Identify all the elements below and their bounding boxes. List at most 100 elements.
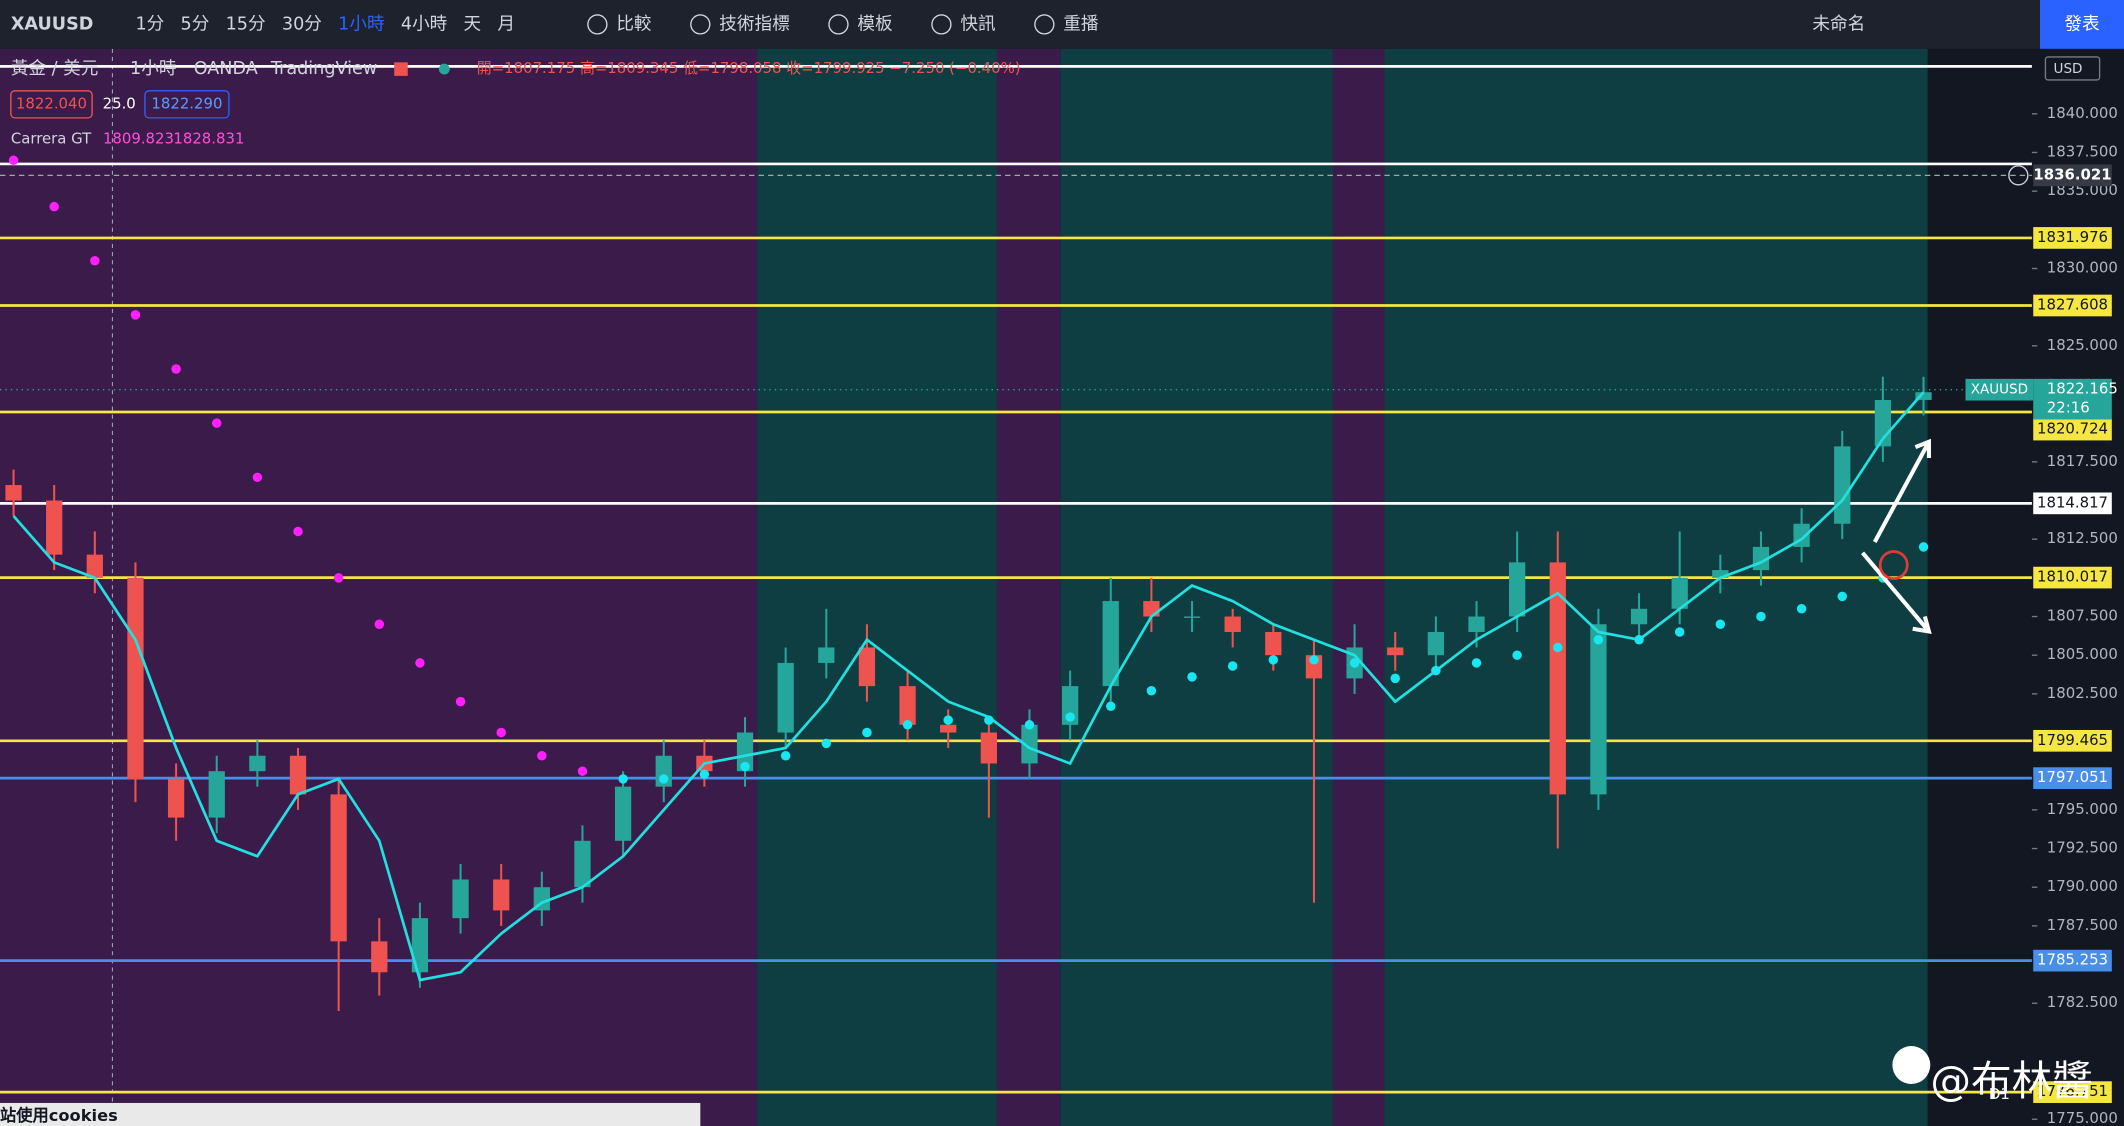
level-label-box [2033,729,2112,752]
legend-brand: TradingView [270,59,377,79]
sar-dot [1187,672,1197,682]
badge: D1 [1989,1085,2010,1103]
interval-button[interactable]: 月 [497,14,515,34]
y-tick-label: 1825.000 [2047,336,2118,354]
interval-button[interactable]: 15分 [226,14,266,34]
sar-dot [1390,673,1400,684]
sar-dot [862,727,872,738]
session-bg [996,48,1061,1126]
flag-icon [394,62,408,76]
y-tick-label: 1817.500 [2047,452,2118,470]
publish-button[interactable] [2040,0,2124,49]
interval-button[interactable]: 30分 [282,14,322,34]
layout-name[interactable]: 未命名 [1812,14,1865,34]
legend-interval: 1小時 [130,59,176,79]
interval-button[interactable]: 1小時 [338,14,384,34]
session-bg [1384,48,1928,1126]
session-bg [757,48,997,1126]
level-label: 1785.253 [2037,951,2108,969]
sar-dot [780,750,791,761]
symbol[interactable]: XAUUSD [11,14,94,34]
candle-body [1265,631,1282,656]
level-label: 1810.017 [2037,568,2108,586]
toolbar-items: XAUUSD 1分 5分 15分 30分 1小時 4小時天月 比較 技術指標 模板 快訊 重播 未命名 發… [11,0,2124,49]
sar-dot [1796,604,1807,614]
y-tick-label: 1830.000 [2047,258,2118,276]
sar-dot [49,201,59,212]
interval-button[interactable]: 5分 [181,14,210,34]
sar-dot [1065,712,1075,722]
tool-button[interactable]: 技術指標 [719,14,790,34]
value-box-text: 1822.290 [151,94,222,112]
sar-dot [1471,658,1482,668]
level-label: 1814.817 [2037,493,2108,511]
sar-dot [1634,634,1644,645]
interval-button[interactable]: 天 [464,14,482,34]
sar-dot [1309,655,1319,665]
plot [0,64,2032,1094]
candle-body [1021,724,1038,764]
sar-dot [374,619,385,629]
sar-dot [333,573,344,583]
last-price-box [1965,378,2034,401]
interval-button[interactable]: 4小時 [401,14,447,34]
sar-dot [1512,650,1522,660]
candle-body [1183,616,1201,618]
candle-body [777,662,794,733]
y-tick-label: 1807.500 [2047,607,2118,625]
candle-body [127,577,144,779]
indicator-value: 1809.823 [103,130,174,148]
sar-dot [1553,642,1563,653]
candle-body [1143,601,1160,617]
candle-body [574,840,591,888]
tool-button[interactable]: 快訊 [960,14,996,34]
crosshair-label-box [2033,164,2112,187]
tool-button[interactable]: 重播 [1063,14,1099,34]
last-price-label: 1822.165 [2047,380,2118,398]
candle-body [208,771,225,818]
indicator-name: Carrera GT [11,130,92,148]
legend: 黃金 / 美元 1小時 OANDA TradingView 開=1807.175… [10,59,1021,148]
cookie-banner [0,1102,701,1126]
publish-text[interactable]: 發表 [2064,14,2100,34]
candle-body [167,778,185,818]
y-tick-label: 1802.500 [2047,684,2118,702]
value-box [144,90,230,119]
sar-dot [1593,634,1604,645]
y-tick-label: 1782.500 [2047,993,2118,1011]
y-tick-label: 1792.500 [2047,839,2118,857]
candle-body [86,554,103,578]
sar-dot [1918,542,1929,552]
candle-body [46,500,63,555]
legend-title: 黃金 / 美元 [11,59,99,79]
sar-dot [171,364,181,374]
level-label: 1799.465 [2037,731,2108,749]
sar-dot [984,715,994,725]
watermark: @布林醬 [1930,1057,2092,1105]
level-label: 1797.051 [2037,768,2108,786]
level-label: 1820.724 [2037,420,2108,438]
sar-dot [1146,686,1157,696]
tool-button[interactable]: 模板 [857,14,893,34]
facebook-icon [1892,1046,1931,1084]
sar-dot [455,696,466,707]
candle-body [249,755,266,772]
tool-icon [931,14,952,35]
last-price-label-box [2033,378,2112,420]
interval-button[interactable]: 1分 [135,14,164,34]
sar-dot [537,750,547,761]
level-label-box [2033,767,2112,789]
candle-body [614,786,632,841]
candle-body [858,647,876,687]
cookie-text: 站使用cookies [0,1106,118,1125]
value-box [10,90,93,119]
y-tick-label: 1775.000 [2047,1109,2118,1126]
candle-body [736,732,754,772]
tool-button[interactable]: 比較 [616,14,652,34]
sar-dot [1715,619,1726,629]
status-dot [438,63,450,75]
moving-average [12,391,1925,982]
sar-dot [1268,655,1279,665]
level-label-box [2033,227,2112,249]
last-price-symbol: XAUUSD [1971,382,2028,398]
